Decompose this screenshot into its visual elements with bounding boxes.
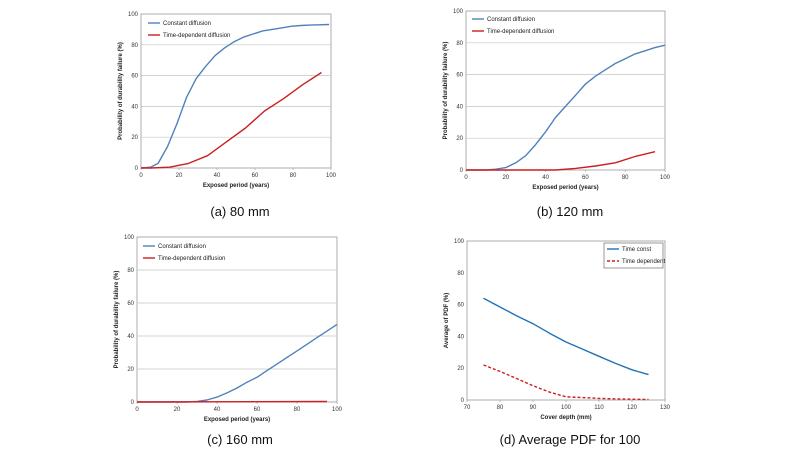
y-tick-label: 100 — [454, 239, 465, 245]
y-axis-label: Probability of durability failure (%) — [118, 42, 124, 140]
x-tick-label: 130 — [660, 405, 671, 411]
x-tick-label: 100 — [332, 407, 343, 413]
x-tick-label: 80 — [497, 405, 504, 411]
x-tick-label: 80 — [622, 175, 629, 181]
x-tick-label: 20 — [502, 175, 509, 181]
x-tick-label: 110 — [594, 405, 604, 411]
x-axis-label: Exposed period (years) — [532, 185, 598, 191]
x-axis-label: Exposed period (years) — [203, 183, 269, 189]
chart-80mm: 0 20 40 60 80 100 0 20 40 60 80 100 Exposed period (… — [118, 12, 337, 219]
y-tick-label: 20 — [456, 136, 463, 142]
x-tick-label: 40 — [542, 175, 549, 181]
series-line-second — [136, 400, 328, 403]
plot-area — [465, 10, 666, 171]
legend-label: Time const — [622, 247, 651, 253]
chart-caption: (c) 160 mm — [207, 432, 273, 447]
y-tick-label: 0 — [460, 168, 464, 174]
y-tick-label: 60 — [457, 303, 464, 309]
x-tick-label: 40 — [214, 173, 221, 179]
y-tick-label: 40 — [457, 334, 464, 340]
x-tick-label: 120 — [627, 405, 638, 411]
y-tick-label: 60 — [127, 301, 134, 307]
legend-label: Time-dependent diffusion — [487, 29, 554, 35]
x-tick-label: 80 — [290, 173, 297, 179]
plot-area — [140, 13, 332, 169]
x-axis-label: Cover depth (mm) — [540, 415, 591, 421]
y-tick-label: 80 — [131, 43, 138, 49]
y-tick-label: 0 — [461, 398, 465, 404]
chart-120mm: 0 20 40 60 80 100 0 20 40 60 80 100 Exposed period (… — [443, 9, 671, 219]
x-tick-label: 70 — [464, 405, 471, 411]
x-tick-label: 80 — [294, 407, 301, 413]
x-tick-label: 90 — [530, 405, 537, 411]
plot-area — [136, 236, 338, 403]
y-tick-label: 100 — [124, 235, 135, 241]
x-tick-label: 60 — [254, 407, 261, 413]
legend-label: Time-dependent diffusion — [158, 256, 225, 262]
y-tick-label: 20 — [131, 135, 138, 141]
y-tick-label: 0 — [135, 166, 139, 172]
chart-avg-pdf: 0 20 40 60 80 100 70 80 90 100 110 120 130 Cover dept… — [444, 239, 671, 447]
legend-label: Constant diffusion — [487, 17, 535, 23]
y-tick-label: 40 — [127, 334, 134, 340]
y-tick-label: 100 — [128, 12, 139, 18]
chart-caption: (a) 80 mm — [210, 204, 269, 219]
y-tick-label: 60 — [456, 73, 463, 79]
legend-label: Constant diffusion — [158, 244, 206, 250]
legend: Time const Time dependent — [603, 242, 665, 269]
x-tick-label: 20 — [176, 173, 183, 179]
x-tick-label: 100 — [561, 405, 572, 411]
y-tick-label: 80 — [127, 268, 134, 274]
legend-box — [603, 242, 664, 269]
legend: Constant diffusion Time-dependent diffusi… — [148, 21, 230, 39]
chart-160mm: 0 20 40 60 80 100 0 20 40 60 80 100 Exposed period (… — [114, 235, 343, 447]
x-axis-label: Exposed period (years) — [204, 417, 270, 423]
legend: Constant diffusion Time-dependent diffusi… — [472, 17, 554, 35]
y-tick-label: 100 — [453, 9, 464, 15]
series-line-first — [466, 44, 666, 171]
series-line-first — [140, 23, 330, 169]
y-tick-label: 40 — [131, 104, 138, 110]
y-axis-label: Probability of durability failure (%) — [443, 42, 449, 140]
legend: Constant diffusion Time-dependent diffusi… — [143, 244, 225, 262]
x-tick-label: 100 — [326, 173, 337, 179]
y-tick-label: 80 — [456, 41, 463, 47]
y-axis-label: Average of PDF (%) — [444, 293, 450, 348]
series-line-second — [141, 71, 322, 169]
chart-caption: (d) Average PDF for 100 — [500, 432, 641, 447]
y-tick-label: 20 — [457, 366, 464, 372]
series-line-second — [466, 151, 656, 171]
x-tick-label: 0 — [139, 173, 143, 179]
y-axis-label: Probability of durability failure (%) — [114, 271, 120, 369]
y-tick-label: 80 — [457, 271, 464, 277]
chart-caption: (b) 120 mm — [537, 204, 603, 219]
x-tick-label: 0 — [464, 175, 468, 181]
series-line-first — [483, 297, 649, 376]
x-tick-label: 60 — [582, 175, 589, 181]
legend-label: Time dependent — [622, 259, 665, 265]
series-line-first — [137, 323, 338, 403]
y-tick-label: 60 — [131, 74, 138, 80]
y-tick-label: 20 — [127, 367, 134, 373]
y-tick-label: 0 — [131, 400, 135, 406]
x-tick-label: 20 — [174, 407, 181, 413]
legend-label: Time-dependent diffusion — [163, 33, 230, 39]
x-tick-label: 40 — [214, 407, 221, 413]
y-tick-label: 40 — [456, 104, 463, 110]
x-tick-label: 0 — [135, 407, 139, 413]
x-tick-label: 60 — [252, 173, 259, 179]
legend-label: Constant diffusion — [163, 21, 211, 27]
x-tick-label: 100 — [660, 175, 671, 181]
